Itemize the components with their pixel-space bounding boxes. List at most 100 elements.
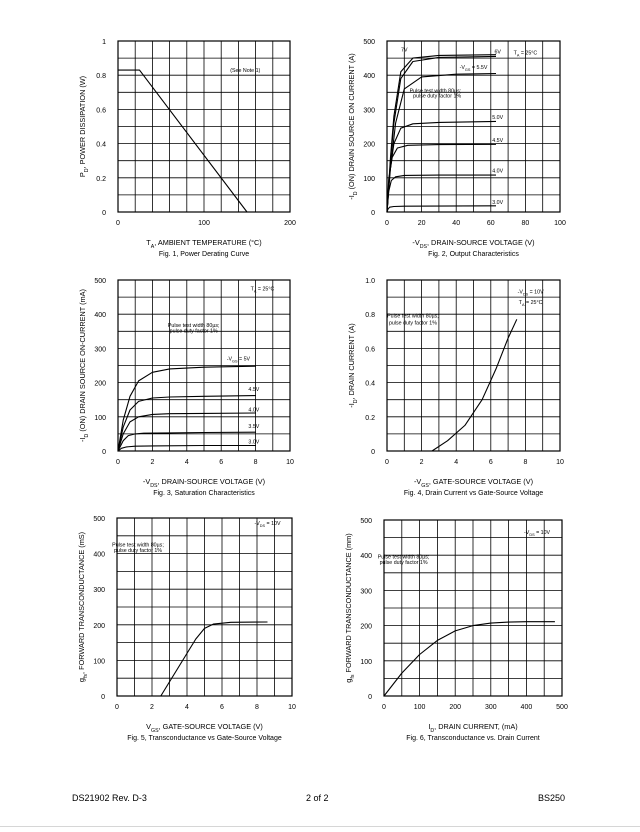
annotation-label: TA = 25°C — [519, 300, 543, 307]
y-tick-label: 200 — [360, 624, 372, 631]
plot-frame — [383, 519, 563, 697]
annotation-label: Pulse test width 80µs; — [112, 542, 164, 548]
x-tick-label: 80 — [522, 220, 530, 227]
annotation-label: pulse duty factor 1% — [114, 548, 162, 554]
annotation-label: 3.5V — [248, 424, 259, 430]
x-tick-label: 2 — [420, 459, 424, 466]
fig6-chart: 0 100 200 300 400 500 0 100 200 300 400 500 ID, DRAI… — [344, 518, 568, 742]
y-tick-label: 0 — [371, 210, 375, 217]
x-tick-label: 8 — [523, 459, 527, 466]
annotation-label: TA = 25°C — [251, 286, 275, 293]
y-tick-label: 200 — [94, 381, 106, 388]
annotation-label: pulse duty factor 1% — [380, 560, 428, 566]
x-tick-label: 100 — [198, 220, 210, 227]
document-id: DS21902 Rev. D-3 — [72, 793, 147, 803]
x-tick-label: 4 — [454, 459, 458, 466]
series-line — [386, 120, 497, 213]
annotation-label: Pulse test width 80µs; — [378, 555, 430, 561]
series-line — [117, 395, 256, 452]
x-tick-label: 8 — [255, 704, 259, 711]
series-line — [383, 621, 555, 697]
series-line — [117, 365, 256, 452]
y-axis-label: gfs FORWARD TRANSCONDUCTANCE (mm) — [344, 533, 356, 682]
y-tick-label: 100 — [363, 176, 375, 183]
annotation-label: Pulse test width 80µs; — [410, 88, 462, 94]
annotation-label: Pulse test width 80µs; — [168, 323, 220, 329]
x-tick-label: 0 — [116, 459, 120, 466]
y-tick-label: 0.4 — [365, 381, 375, 388]
y-tick-label: 400 — [93, 552, 105, 559]
y-axis-label: -ID (ON) DRAIN SOURCE ON-CURRENT (mA) — [78, 289, 90, 442]
fig1-chart: 0 100 200 0 0.2 0.4 0.6 0.8 1 TA, AMBIENT TEMPERA… — [78, 39, 296, 258]
x-tick-label: 40 — [452, 220, 460, 227]
annotation-label: 4.5V — [492, 138, 503, 144]
annotation-label: -VDS = 10V — [254, 521, 281, 528]
x-tick-label: 300 — [485, 704, 497, 711]
y-tick-label: 300 — [363, 107, 375, 114]
series-line — [386, 55, 497, 213]
series-line — [431, 319, 518, 452]
x-tick-label: 0 — [382, 704, 386, 711]
annotation-label: -VGS = 5.5V — [460, 65, 488, 72]
x-tick-label: 6 — [220, 704, 224, 711]
series-line — [118, 69, 248, 213]
y-tick-label: 100 — [94, 415, 106, 422]
part-number: BS250 — [538, 793, 566, 803]
annotation-label: 6V — [494, 50, 501, 56]
annotation-label: (See Note 1) — [230, 68, 260, 74]
x-tick-label: 200 — [284, 220, 296, 227]
y-tick-label: 400 — [94, 312, 106, 319]
x-tick-label: 4 — [185, 704, 189, 711]
plot-frame — [386, 40, 561, 213]
figure-caption: Fig. 1, Power Derating Curve — [159, 251, 249, 258]
x-tick-label: 0 — [385, 459, 389, 466]
x-tick-label: 500 — [556, 704, 568, 711]
y-tick-label: 300 — [93, 587, 105, 594]
figure-caption: Fig. 5, Transconductance vs Gate-Source … — [127, 735, 282, 742]
annotation-label: Pulse test width 80µs; — [387, 314, 439, 320]
annotation-label: 4.5V — [248, 387, 259, 393]
x-axis-label: -VDS, DRAIN-SOURCE VOLTAGE (V) — [143, 477, 265, 489]
series-line — [117, 431, 256, 452]
x-tick-label: 0 — [116, 220, 120, 227]
x-axis-label: ID, DRAIN CURRENT, (mA) — [428, 722, 517, 734]
plot-frame — [117, 279, 291, 452]
x-tick-label: 6 — [489, 459, 493, 466]
y-tick-label: 0.2 — [96, 176, 106, 183]
x-axis-label: -VGS, GATE-SOURCE VOLTAGE (V) — [414, 477, 533, 489]
y-tick-label: 1.0 — [365, 278, 375, 285]
y-axis-label: PD, POWER DISSIPATION (W) — [78, 76, 90, 177]
annotation-label: 5.0V — [492, 115, 503, 121]
y-tick-label: 0 — [102, 449, 106, 456]
annotation-label: 7V — [401, 47, 408, 53]
x-tick-label: 8 — [254, 459, 258, 466]
y-tick-label: 0 — [368, 694, 372, 701]
y-tick-label: 0 — [371, 449, 375, 456]
y-tick-label: 100 — [360, 659, 372, 666]
annotation-label: 3.0V — [492, 200, 503, 206]
page-number: 2 of 2 — [306, 793, 329, 803]
y-tick-label: 100 — [93, 658, 105, 665]
x-tick-label: 10 — [286, 459, 294, 466]
y-tick-label: 200 — [363, 142, 375, 149]
y-tick-label: 300 — [360, 588, 372, 595]
x-tick-label: 20 — [418, 220, 426, 227]
plot-frame — [386, 279, 561, 452]
y-axis-label: -ID, DRAIN CURRENT (A) — [347, 323, 359, 407]
plot-frame — [116, 517, 293, 697]
figure-caption: Fig. 4, Drain Current vs Gate-Source Vol… — [404, 490, 543, 497]
series-line — [386, 174, 496, 213]
series-line — [160, 621, 268, 697]
annotation-label: -VGS = 5V — [227, 356, 251, 363]
bottom-rule — [0, 826, 640, 827]
y-tick-label: 1 — [102, 39, 106, 46]
y-tick-label: 500 — [363, 39, 375, 46]
x-tick-label: 400 — [521, 704, 533, 711]
y-tick-label: 0 — [101, 694, 105, 701]
x-tick-label: 100 — [414, 704, 426, 711]
figure-caption: Fig. 6, Transconductance vs. Drain Curre… — [406, 735, 540, 742]
annotation-label: -VDS = 10V — [518, 290, 545, 297]
y-tick-label: 0.6 — [365, 346, 375, 353]
